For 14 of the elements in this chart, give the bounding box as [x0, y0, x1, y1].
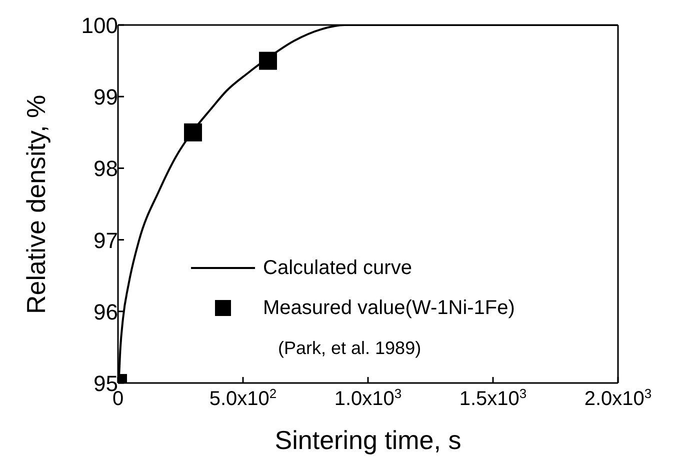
legend-label: Measured value(W-1Ni-1Fe)	[263, 296, 515, 321]
x-tick-label: 2.0x10$^{3}$	[584, 386, 652, 410]
y-tick-label: 97	[94, 228, 118, 253]
x-tick-label: 5.0x10$^{2}$	[209, 386, 277, 410]
y-tick-label: 100	[81, 13, 118, 38]
y-axis-title: Relative density, %	[21, 94, 52, 314]
x-tick-label: 1.0x10$^{3}$	[334, 386, 402, 410]
y-tick-label: 96	[94, 299, 118, 324]
y-tick-label: 99	[94, 84, 118, 110]
annotation: (Park, et al. 1989)	[277, 337, 422, 360]
legend-label: Calculated curve	[263, 256, 412, 281]
y-tick-label: 98	[94, 156, 118, 182]
x-tick-label: 1.5x10$^{3}$	[459, 386, 527, 410]
x-axis-title: Sintering time, s	[274, 425, 462, 455]
